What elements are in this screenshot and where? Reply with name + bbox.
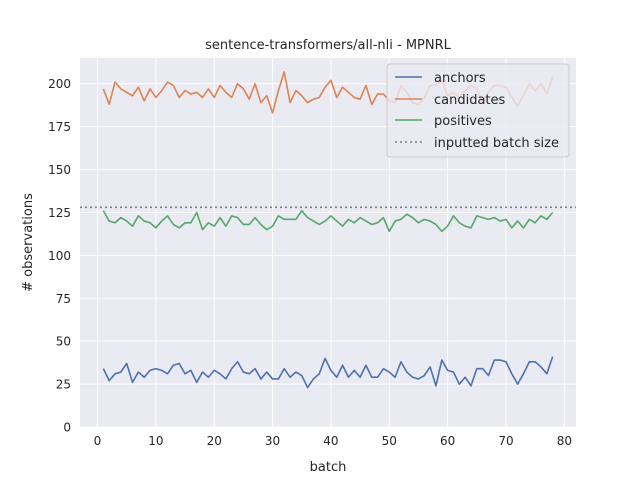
series-line-positives	[102, 209, 554, 233]
x-tick-label: 10	[148, 434, 163, 448]
x-tick-labels: 0 10 20 30 40 50 60 70 80	[94, 434, 572, 448]
legend: anchors candidates positives inputted ba…	[386, 63, 570, 158]
legend-label-anchors: anchors	[434, 71, 486, 86]
y-tick-label: 100	[48, 249, 71, 263]
y-tick-label: 150	[48, 163, 71, 177]
legend-label-candidates: candidates	[434, 93, 506, 108]
x-tick-label: 80	[557, 434, 572, 448]
y-tick-label: 75	[56, 292, 71, 306]
y-tick-label: 0	[63, 421, 71, 435]
x-tick-label: 40	[323, 434, 338, 448]
y-tick-label: 25	[56, 378, 71, 392]
x-tick-label: 20	[207, 434, 222, 448]
x-axis-label: batch	[310, 460, 347, 475]
x-tick-label: 50	[382, 434, 397, 448]
y-tick-label: 125	[48, 206, 71, 220]
legend-box	[386, 63, 570, 158]
legend-label-batch-size: inputted batch size	[434, 136, 559, 151]
y-tick-label: 200	[48, 77, 71, 91]
x-tick-label: 60	[440, 434, 455, 448]
y-axis-label: # observations	[21, 193, 36, 292]
legend-label-positives: positives	[434, 114, 492, 129]
y-tick-labels: 0 25 50 75 100 125 150 175 200	[48, 77, 71, 434]
x-tick-label: 0	[94, 434, 102, 448]
chart-title: sentence-transformers/all-nli - MPNRL	[205, 38, 452, 53]
series-line-anchors	[102, 356, 554, 389]
x-tick-label: 30	[265, 434, 280, 448]
x-tick-label: 70	[498, 434, 513, 448]
y-tick-label: 50	[56, 335, 71, 349]
y-tick-label: 175	[48, 120, 71, 134]
